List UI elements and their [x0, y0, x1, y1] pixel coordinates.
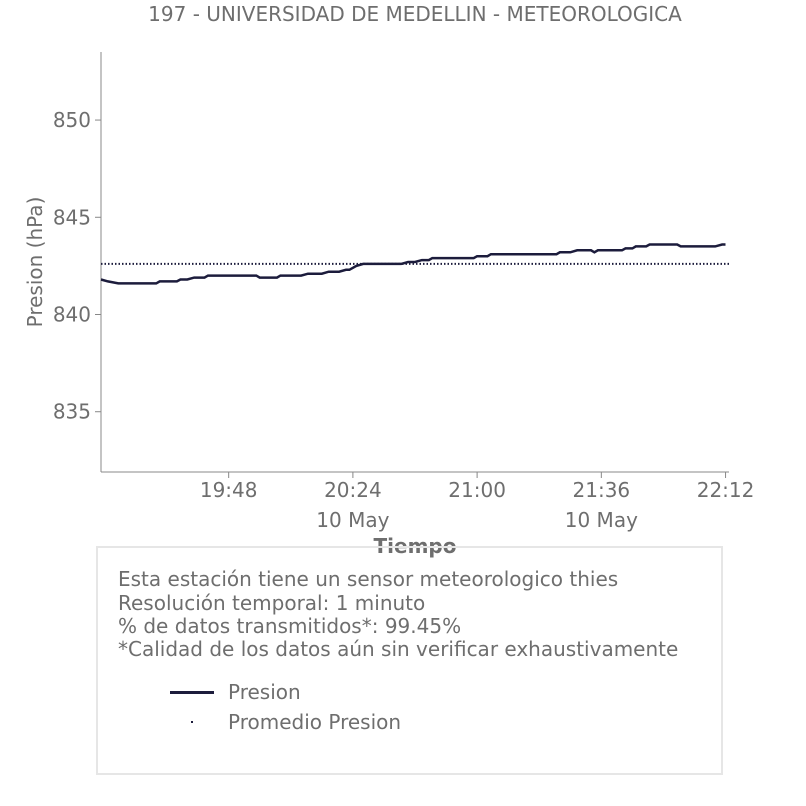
y-axis-label: Presion (hPa) — [23, 197, 47, 328]
y-tick-label: 840 — [53, 303, 91, 327]
info-box: Esta estación tiene un sensor meteorolog… — [96, 546, 723, 775]
x-tick-label: 21:00 — [448, 478, 506, 502]
info-line-resolution: Resolución temporal: 1 minuto — [118, 591, 426, 615]
x-tick-date-label: 10 May — [316, 508, 389, 532]
y-tick-label: 845 — [53, 205, 91, 229]
legend-label-presion: Presion — [228, 680, 301, 704]
legend-line-swatch — [170, 691, 214, 694]
info-line-sensor: Esta estación tiene un sensor meteorolog… — [118, 567, 619, 591]
y-tick-label: 850 — [53, 108, 91, 132]
info-line-transmitted: % de datos transmitidos*: 99.45% — [118, 614, 462, 638]
x-tick-label: 20:24 — [324, 478, 382, 502]
info-line-quality: *Calidad de los datos aún sin verificar … — [118, 637, 679, 661]
x-tick-label: 22:12 — [697, 478, 755, 502]
chart-title: 197 - UNIVERSIDAD DE MEDELLIN - METEOROL… — [148, 2, 682, 26]
x-tick-label: 21:36 — [573, 478, 631, 502]
x-tick-label: 19:48 — [200, 478, 258, 502]
series-presion — [100, 243, 726, 285]
y-tick-label: 835 — [53, 400, 91, 424]
x-tick-date-label: 10 May — [565, 508, 638, 532]
legend-label-promedio: Promedio Presion — [228, 710, 402, 734]
legend-dot-swatch — [191, 721, 193, 723]
